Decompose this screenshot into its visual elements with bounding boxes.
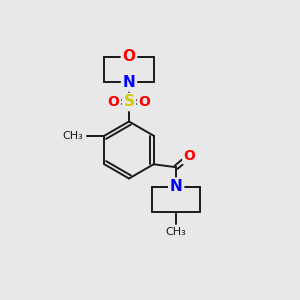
Text: O: O: [139, 95, 151, 109]
Text: O: O: [184, 149, 196, 163]
Text: O: O: [107, 95, 119, 109]
Text: N: N: [123, 75, 135, 90]
Text: CH₃: CH₃: [63, 131, 83, 141]
Text: S: S: [124, 94, 134, 110]
Text: O: O: [122, 50, 136, 64]
Text: CH₃: CH₃: [166, 227, 187, 237]
Text: N: N: [170, 179, 183, 194]
